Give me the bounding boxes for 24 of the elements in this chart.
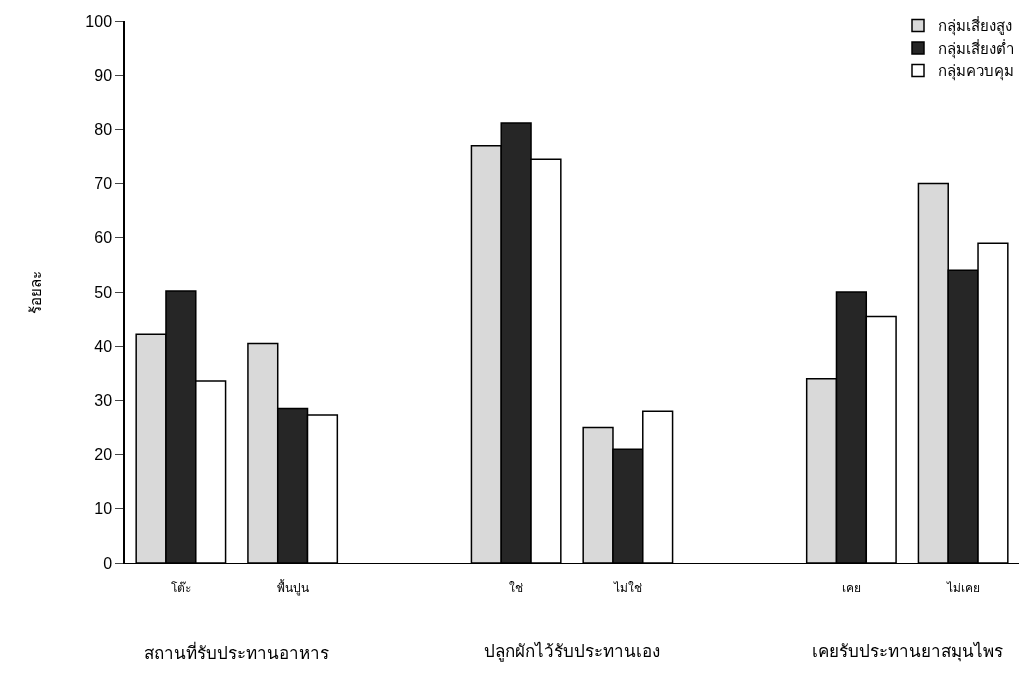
y-tick-label: 70: [94, 175, 113, 193]
x-tick-label: ไม่ใช่: [612, 581, 642, 596]
y-axis-title: ร้อยละ: [27, 270, 45, 314]
y-tick-label: 60: [94, 229, 113, 247]
text: ปลูกผักไว้รับประทานเอง: [484, 641, 660, 662]
y-tick-label: 0: [103, 554, 113, 572]
text: เคยรับประทานยาสมุนไพร: [812, 641, 1003, 662]
x-tick-label: ใช่: [509, 581, 524, 596]
y-tick-label: 80: [94, 121, 113, 138]
y-tick-label: 10: [94, 500, 113, 518]
legend-label: กลุ่มเสี่ยงสูง: [938, 15, 1012, 37]
y-tick-label: 100: [85, 12, 113, 30]
y-tick-label: 20: [94, 446, 113, 464]
x-tick-label: เคย: [841, 581, 861, 596]
y-tick-label: 50: [94, 283, 113, 301]
y-tick-label: 30: [94, 392, 113, 409]
legend-label: กลุ่มควบคุม: [938, 62, 1014, 82]
x-tick-label: ไม่เคย: [945, 581, 980, 596]
y-tick-label: 40: [94, 337, 113, 355]
x-tick-label: พื้นปูน: [276, 579, 309, 597]
y-tick-label: 90: [94, 66, 113, 84]
x-tick-label: โต๊ะ: [170, 581, 191, 596]
legend-label: กลุ่มเสี่ยงต่ำ: [938, 37, 1014, 59]
text: สถานที่รับประทานอาหาร: [144, 641, 329, 663]
